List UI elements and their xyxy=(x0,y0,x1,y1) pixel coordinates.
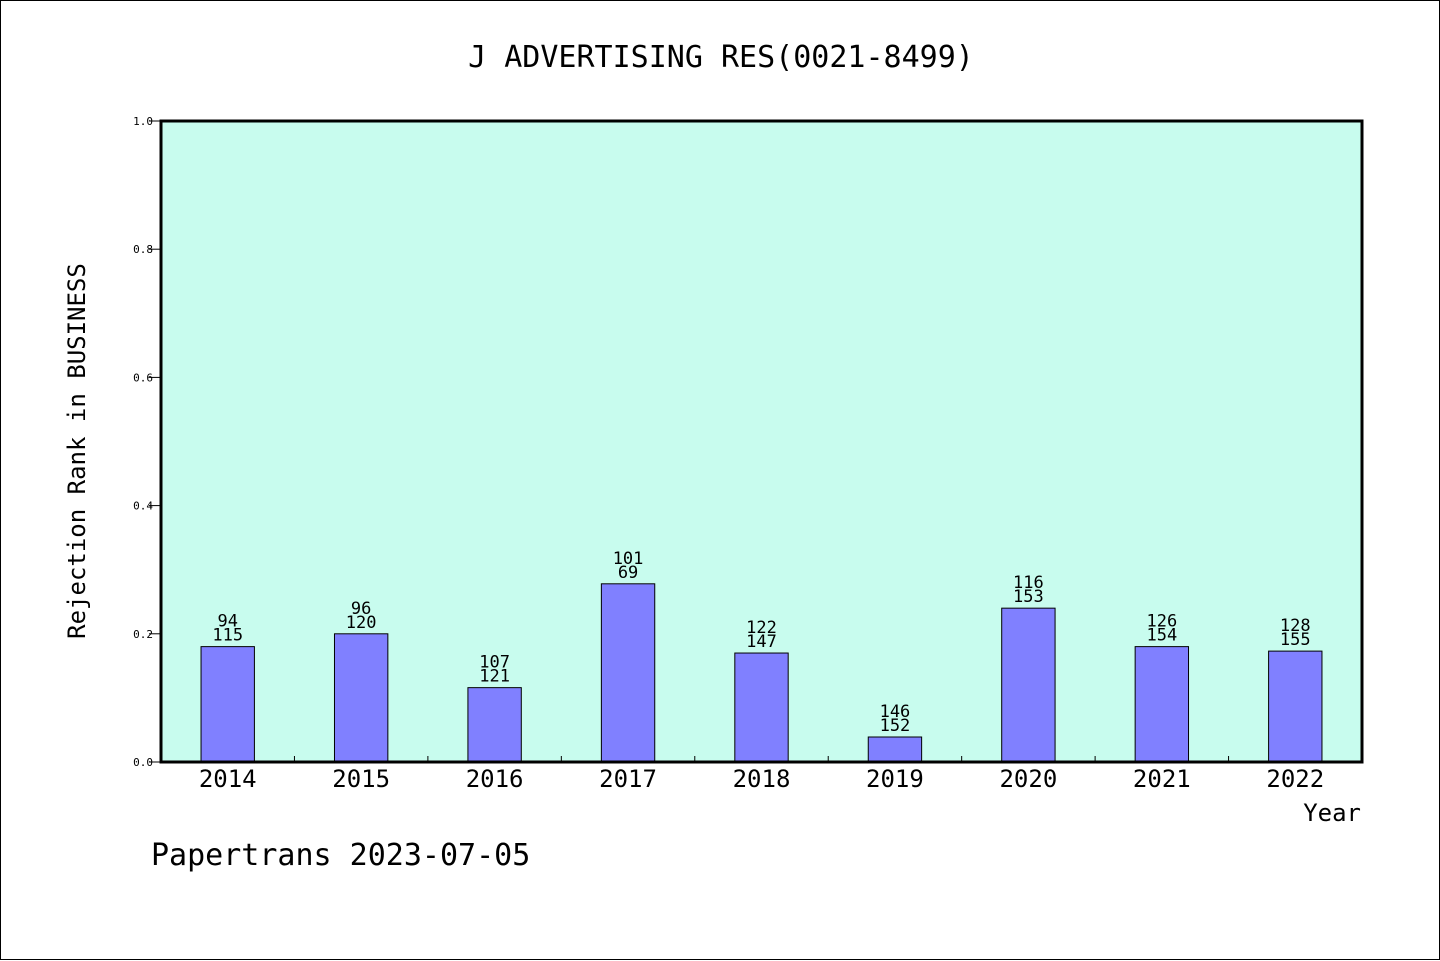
bar-label-top-2021: 126 xyxy=(1146,612,1177,632)
y-tick-label-0.8: 0.8 xyxy=(133,243,153,256)
bars-group xyxy=(200,583,1323,763)
x-tick-label-2019: 2019 xyxy=(866,765,924,793)
bar-label-bottom-2015: 120 xyxy=(346,613,377,633)
bar-2022 xyxy=(1268,650,1323,763)
bar-2017 xyxy=(600,583,656,763)
bar-label-top-2015: 96 xyxy=(351,599,371,619)
x-tick-label-2021: 2021 xyxy=(1133,765,1191,793)
x-tick-label-2014: 2014 xyxy=(199,765,257,793)
bar-2014 xyxy=(200,646,255,763)
bar-2018 xyxy=(734,652,789,763)
x-tick-label-2016: 2016 xyxy=(466,765,524,793)
x-tick-label-2015: 2015 xyxy=(332,765,390,793)
bar-label-bottom-2022: 155 xyxy=(1280,630,1311,650)
chart-title: J ADVERTISING RES(0021-8499) xyxy=(468,40,974,75)
bar-label-bottom-2020: 153 xyxy=(1013,587,1044,607)
x-tick-label-2020: 2020 xyxy=(999,765,1057,793)
x-tick-label-2022: 2022 xyxy=(1266,765,1324,793)
plot-border xyxy=(159,119,1364,764)
bar-2021 xyxy=(1134,646,1190,763)
bar-label-top-2018: 122 xyxy=(746,618,777,638)
bar-label-top-2016: 107 xyxy=(479,653,510,673)
x-tick-label-2017: 2017 xyxy=(599,765,657,793)
y-tick-label-0.6: 0.6 xyxy=(133,371,153,384)
y-tick-label-1.0: 1.0 xyxy=(133,115,153,128)
bar-2015 xyxy=(333,633,389,763)
y-tick-label-0.0: 0.0 xyxy=(133,756,153,769)
bar-2020 xyxy=(1001,607,1056,763)
bar-label-top-2020: 116 xyxy=(1013,573,1044,593)
x-ticks-group: 2014 2015 2016 2017 2018 2019 2020 2021 2022 xyxy=(199,756,1324,793)
bar-2016 xyxy=(467,687,522,763)
footer-watermark: Papertrans 2023-07-05 xyxy=(151,838,530,873)
bar-label-bottom-2016: 121 xyxy=(479,667,510,687)
x-axis-label: Year xyxy=(1303,799,1361,827)
y-ticks-group: 0.0 0.2 0.4 0.6 0.8 1.0 xyxy=(133,115,161,769)
bar-label-bottom-2018: 147 xyxy=(746,632,777,652)
bar-label-top-2019: 146 xyxy=(880,702,911,722)
y-axis-label: Rejection Rank in BUSINESS xyxy=(63,263,91,639)
bar-label-bottom-2021: 154 xyxy=(1146,626,1177,646)
bar-label-bottom-2017: 69 xyxy=(618,563,638,583)
y-tick-label-0.2: 0.2 xyxy=(133,628,153,641)
bar-2019 xyxy=(867,736,923,763)
bar-label-top-2014: 94 xyxy=(217,612,237,632)
x-tick-label-2018: 2018 xyxy=(733,765,791,793)
bar-label-bottom-2014: 115 xyxy=(212,626,243,646)
bar-label-bottom-2019: 152 xyxy=(880,716,911,736)
bar-label-top-2022: 128 xyxy=(1280,616,1311,636)
y-tick-label-0.4: 0.4 xyxy=(133,500,153,513)
bar-label-top-2017: 101 xyxy=(613,549,644,569)
